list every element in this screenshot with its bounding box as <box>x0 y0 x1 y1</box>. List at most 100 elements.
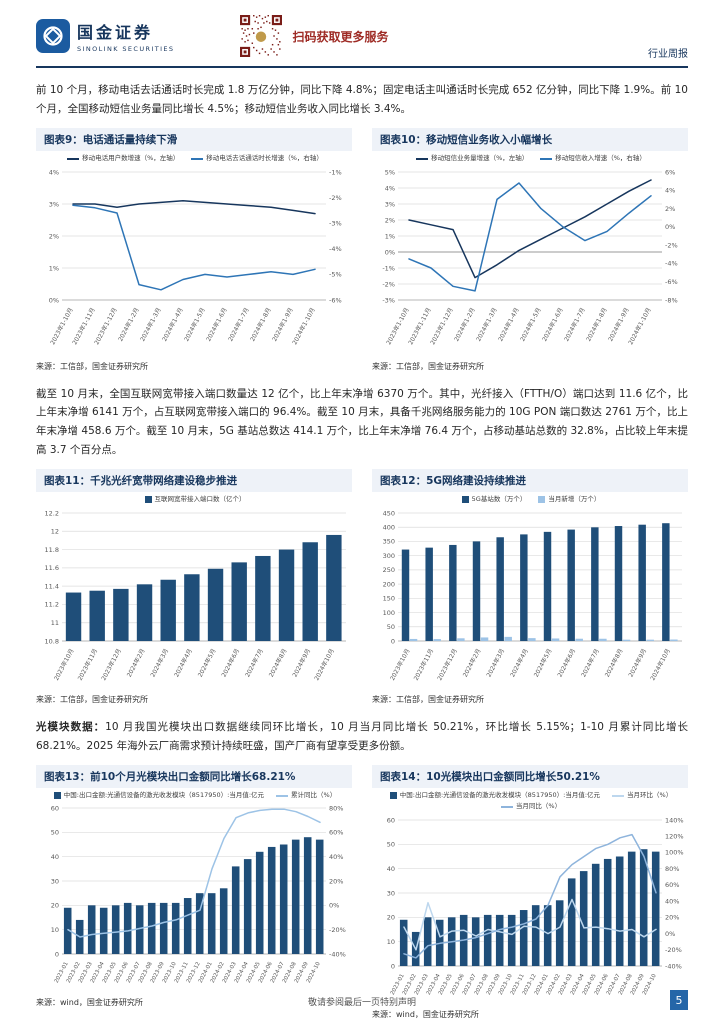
svg-text:40: 40 <box>387 865 395 873</box>
svg-text:2024年1-10月: 2024年1-10月 <box>627 306 653 346</box>
legend-swatch-icon <box>461 496 469 504</box>
qr-group: 扫码获取更多服务 <box>240 15 388 57</box>
svg-text:11.8: 11.8 <box>45 546 59 554</box>
qr-code-icon <box>240 15 283 57</box>
figure-13-chart: 中国:出口金额:光通信设备的激光收发模块（8517950）:当月值:亿元 累计同比… <box>36 791 354 997</box>
svg-text:2024年9月: 2024年9月 <box>291 647 313 678</box>
svg-text:2024年1-6月: 2024年1-6月 <box>540 306 564 342</box>
header-divider <box>36 66 688 68</box>
svg-text:50: 50 <box>387 623 395 631</box>
svg-text:2023年1-12月: 2023年1-12月 <box>93 306 119 346</box>
svg-text:2023年1-10月: 2023年1-10月 <box>385 306 411 346</box>
svg-text:11: 11 <box>51 619 59 627</box>
svg-text:0%: 0% <box>49 296 59 304</box>
svg-text:3%: 3% <box>385 200 395 208</box>
legend-swatch-icon <box>389 792 397 799</box>
page-number-badge: 5 <box>670 990 688 1010</box>
svg-text:2024年9月: 2024年9月 <box>627 647 649 678</box>
svg-text:2024年1-4月: 2024年1-4月 <box>496 306 520 342</box>
svg-text:2%: 2% <box>665 204 675 212</box>
svg-text:350: 350 <box>383 538 395 546</box>
figure-14-chart: 中国:出口金额:光通信设备的激光收发模块（8517950）:当月值:亿元 当月环比… <box>372 791 690 1009</box>
svg-text:-4%: -4% <box>329 245 342 253</box>
svg-text:0%: 0% <box>665 930 675 938</box>
svg-text:50: 50 <box>51 829 59 837</box>
svg-text:2024年4月: 2024年4月 <box>508 647 530 678</box>
svg-text:2023年1-11月: 2023年1-11月 <box>71 306 97 346</box>
figure-10-chart: 移动短信业务量增速（%，左轴） 移动短信收入增速（%，右轴） -3% -2% -1% 0%… <box>372 154 690 360</box>
svg-text:40: 40 <box>51 853 59 861</box>
legend-item: 累计同比（%） <box>276 791 336 801</box>
chart-legend: 互联网宽带接入端口数（亿个） <box>36 495 354 505</box>
svg-text:-20%: -20% <box>329 926 346 934</box>
figure-11-chart: 互联网宽带接入端口数（亿个） 10.8 11 11.2 11.4 11.6 11.8 12 12… <box>36 495 354 693</box>
svg-text:20: 20 <box>51 902 59 910</box>
svg-text:2023年1-12月: 2023年1-12月 <box>429 306 455 346</box>
svg-text:2024年1-5月: 2024年1-5月 <box>182 306 206 342</box>
figure-10-source: 来源：工信部，国金证券研究所 <box>372 361 484 371</box>
svg-text:140%: 140% <box>665 816 684 824</box>
svg-text:2024年8月: 2024年8月 <box>267 647 289 678</box>
figure-13: 图表13：前10个月光模块出口金额同比增长68.21% 中国:出口金额:光通信设… <box>36 764 354 1021</box>
legend-item: 移动电话去话通话时长增速（%，右轴） <box>191 154 323 164</box>
svg-text:20%: 20% <box>329 878 343 886</box>
svg-text:2023年1-10月: 2023年1-10月 <box>49 306 75 346</box>
svg-text:0%: 0% <box>329 902 339 910</box>
svg-text:2023年12月: 2023年12月 <box>435 647 458 682</box>
svg-text:2023年11月: 2023年11月 <box>412 647 435 682</box>
svg-text:2023年10月: 2023年10月 <box>52 647 75 682</box>
paragraph-optical-module: 光模块数据：10 月我国光模块出口数据继续同环比增长，10 月当月同比增长 50… <box>36 718 688 756</box>
svg-text:60%: 60% <box>665 881 679 889</box>
figure-9: 图表9：电话通话量持续下滑 移动电话用户数增速（%，左轴） 移动电话去话通话时长增… <box>36 127 354 372</box>
svg-text:2023年12月: 2023年12月 <box>99 647 122 682</box>
svg-text:-2%: -2% <box>329 193 342 201</box>
chart-legend: 移动短信业务量增速（%，左轴） 移动短信收入增速（%，右轴） <box>372 154 690 164</box>
legend-swatch-icon <box>540 157 553 160</box>
fig10-canvas: -3% -2% -1% 0% 1% 2% 3% 4% 5% -8% -6% -4% -2% 0% 2% 4% 6… <box>382 168 677 346</box>
paragraph-optical-module-text: 10 月我国光模块出口数据继续同环比增长，10 月当月同比增长 50.21%，环… <box>36 720 688 752</box>
legend-swatch-icon <box>500 806 513 809</box>
qr-caption: 扫码获取更多服务 <box>292 29 389 44</box>
svg-text:2024年1-9月: 2024年1-9月 <box>606 306 630 342</box>
figure-11: 图表11：千兆光纤宽带网络建设稳步推进 互联网宽带接入端口数（亿个） 10.8 11… <box>36 469 352 705</box>
legend-item: 当月新增（万个） <box>538 495 600 505</box>
chart-legend: 5G基站数（万个） 当月新增（万个） <box>372 495 690 505</box>
figure-row-2: 图表11：千兆光纤宽带网络建设稳步推进 互联网宽带接入端口数（亿个） 10.8 11… <box>36 469 688 705</box>
svg-text:60: 60 <box>387 816 395 824</box>
svg-text:2023年1-11月: 2023年1-11月 <box>407 306 433 346</box>
legend-item: 移动电话用户数增速（%，左轴） <box>67 154 179 164</box>
footer-disclaimer: 敬请参阅最后一页特别声明 <box>307 998 416 1008</box>
svg-text:2024年6月: 2024年6月 <box>556 647 578 678</box>
legend-item: 互联网宽带接入端口数（亿个） <box>144 495 246 505</box>
svg-text:2024年8月: 2024年8月 <box>603 647 625 678</box>
figure-12-title: 图表12：5G网络建设持续推进 <box>372 469 688 493</box>
svg-text:0: 0 <box>391 962 395 970</box>
svg-text:0%: 0% <box>665 223 675 231</box>
chart-legend: 中国:出口金额:光通信设备的激光收发模块（8517950）:当月值:亿元 累计同比… <box>36 791 354 801</box>
svg-text:2024年1-9月: 2024年1-9月 <box>270 306 294 342</box>
svg-text:0: 0 <box>55 951 59 959</box>
svg-text:120%: 120% <box>665 833 684 841</box>
legend-item: 移动短信收入增速（%，右轴） <box>540 154 646 164</box>
svg-text:100: 100 <box>383 609 395 617</box>
brand-name-cn: 国金证券 <box>77 23 154 42</box>
svg-text:2024年1-8月: 2024年1-8月 <box>584 306 608 342</box>
legend-item: 当月环比（%） <box>612 791 672 801</box>
svg-text:-3%: -3% <box>329 219 342 227</box>
fig14-canvas: 0 10 20 30 40 50 60 -40% -20% 0% 20% 40% 60% 80% 100% 1… <box>387 816 684 996</box>
svg-text:4%: 4% <box>49 168 59 176</box>
legend-item: 5G基站数（万个） <box>461 495 526 505</box>
legend-swatch-icon <box>416 157 429 160</box>
svg-text:-3%: -3% <box>382 296 395 304</box>
chart-legend: 移动电话用户数增速（%，左轴） 移动电话去话通话时长增速（%，右轴） <box>36 154 354 164</box>
svg-text:2024年1-5月: 2024年1-5月 <box>518 306 542 342</box>
svg-text:-1%: -1% <box>329 168 342 176</box>
brand-text: 国金证券 SINOLINK SECURITIES <box>77 19 174 53</box>
svg-text:5%: 5% <box>385 168 395 176</box>
svg-text:2024年3月: 2024年3月 <box>485 647 507 678</box>
figure-12-chart: 5G基站数（万个） 当月新增（万个） 0 50 100 150 200 250 300 350 40… <box>372 495 690 693</box>
figure-13-title: 图表13：前10个月光模块出口金额同比增长68.21% <box>36 764 352 788</box>
svg-text:0: 0 <box>391 637 395 645</box>
